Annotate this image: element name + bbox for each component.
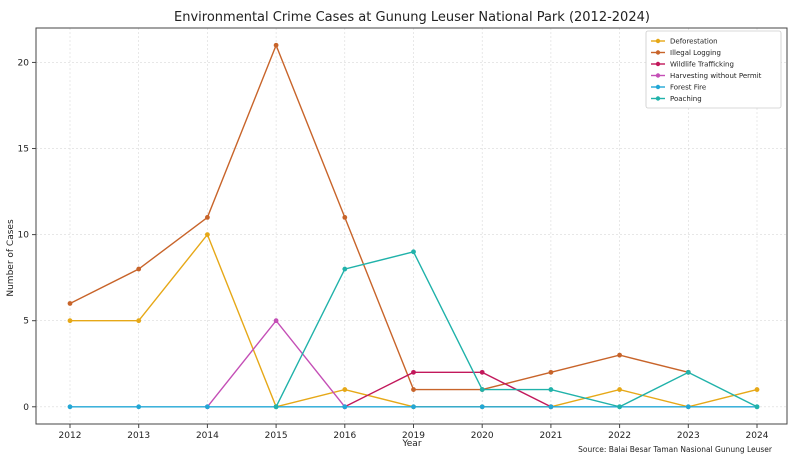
y-tick-label: 5: [23, 317, 29, 327]
x-tick-label: 2023: [677, 431, 700, 441]
legend-entry: Poaching: [670, 95, 702, 103]
legend-box: [645, 30, 782, 109]
data-point: [617, 387, 622, 392]
series-group: [67, 42, 760, 410]
data-point: [342, 266, 348, 272]
data-point: [205, 404, 210, 410]
y-tick-label: 10: [18, 231, 30, 241]
data-point: [411, 249, 416, 255]
data-point: [617, 404, 622, 410]
x-tick-label: 2012: [59, 431, 82, 441]
x-tick-label: 2019: [402, 431, 425, 441]
source-note: Source: Balai Besar Taman Nasional Gunun…: [578, 445, 773, 454]
chart-title: Environmental Crime Cases at Gunung Leus…: [174, 10, 650, 25]
x-tick-label: 2015: [265, 431, 288, 441]
series-line: [275, 251, 758, 408]
legend-swatch-marker: [655, 96, 661, 101]
legend-entry: Forest Fire: [670, 84, 706, 92]
data-point: [685, 404, 691, 410]
series-poaching: [273, 249, 760, 410]
data-point: [273, 42, 279, 48]
data-point: [411, 404, 416, 410]
legend-swatch-marker: [655, 50, 661, 55]
data-point: [205, 214, 210, 220]
legend-swatch-marker: [655, 73, 661, 78]
data-point: [273, 404, 279, 410]
data-point: [136, 404, 142, 410]
data-point: [548, 369, 554, 375]
data-point: [754, 387, 760, 392]
plot-frame: [35, 27, 788, 425]
x-tick-label: 2024: [746, 431, 769, 441]
data-point: [273, 318, 279, 324]
series-line: [69, 43, 689, 391]
data-point: [205, 232, 210, 238]
data-point: [617, 352, 622, 358]
data-point: [479, 404, 485, 410]
data-point: [754, 404, 760, 410]
data-point: [685, 369, 691, 375]
legend-entry: Deforestation: [670, 38, 718, 46]
data-point: [136, 266, 142, 272]
data-point: [136, 318, 142, 324]
data-point: [411, 369, 416, 375]
x-tick-label: 2013: [127, 431, 150, 441]
legend-swatch-marker: [655, 38, 661, 44]
data-point: [479, 369, 485, 375]
legend-entry: Wildlife Trafficking: [670, 61, 734, 69]
y-tick-label: 15: [18, 145, 29, 155]
x-axis: 2012 2013 2014 2015 2016 2019 2020 2021 2022 2023…: [59, 424, 769, 441]
data-point: [67, 301, 73, 306]
data-point: [479, 387, 485, 392]
series-harvesting-without-permit: [205, 318, 348, 410]
data-point: [548, 404, 554, 410]
legend-swatch-marker: [655, 61, 661, 67]
legend-entry: Harvesting without Permit: [670, 72, 762, 80]
data-point: [342, 214, 348, 220]
y-tick-label: 20: [18, 58, 30, 68]
legend: Deforestation Illegal Logging Wildlife Tra…: [645, 30, 782, 109]
x-tick-label: 2020: [471, 431, 494, 441]
data-point: [67, 318, 73, 324]
data-point: [342, 404, 348, 410]
x-tick-label: 2021: [539, 431, 562, 441]
x-tick-label: 2014: [196, 431, 219, 441]
series-illegal-logging: [67, 42, 691, 392]
x-axis-label: Year: [401, 439, 421, 449]
y-axis-label: Number of Cases: [6, 219, 16, 297]
data-point: [411, 387, 416, 392]
y-tick-label: 0: [23, 403, 29, 413]
data-point: [548, 387, 554, 392]
data-point: [342, 387, 348, 392]
y-axis: 0 5 10 15 20: [18, 58, 36, 413]
data-point: [67, 404, 73, 410]
x-tick-label: 2016: [333, 431, 356, 441]
legend-entry: Illegal Logging: [670, 49, 721, 57]
x-tick-label: 2022: [608, 431, 631, 441]
legend-swatch-marker: [655, 84, 661, 90]
series-forest-fire: [67, 404, 760, 410]
